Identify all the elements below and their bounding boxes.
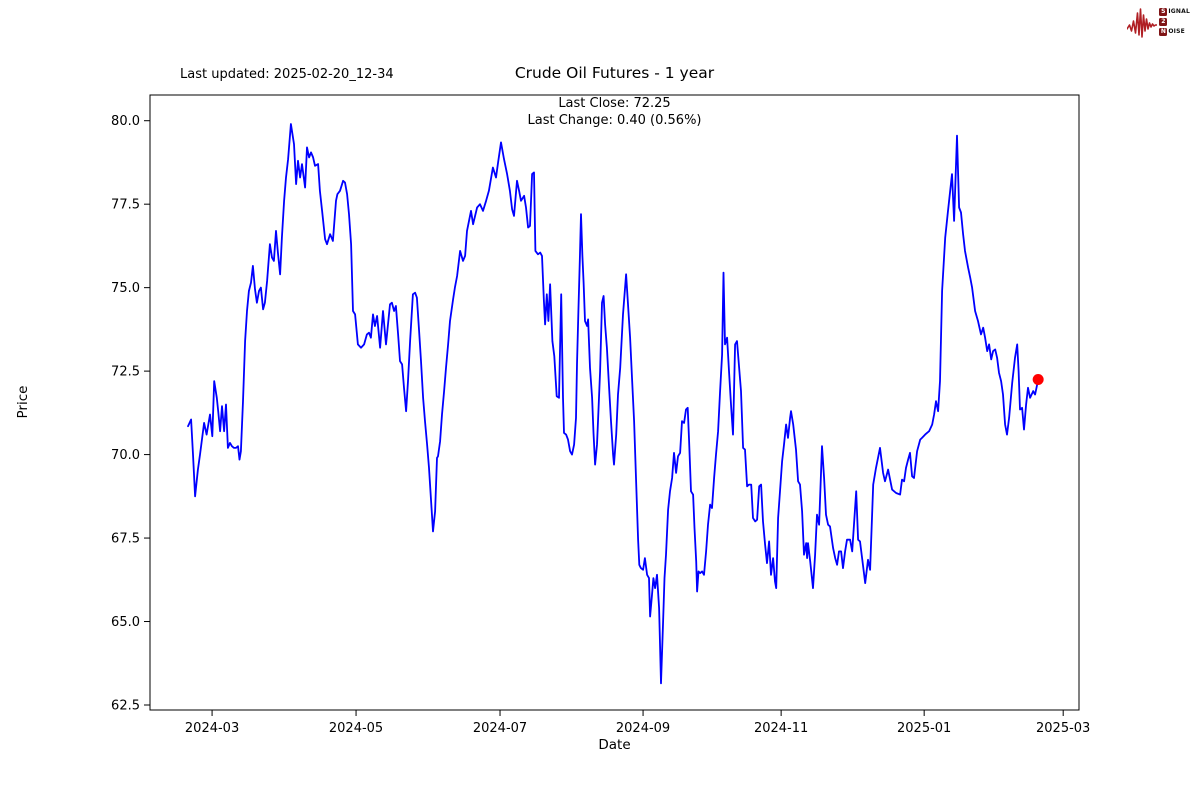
x-tick-label: 2024-05 — [329, 721, 383, 736]
logo-row-2: 2 — [1159, 17, 1190, 27]
x-tick-label: 2025-03 — [1036, 721, 1090, 736]
y-tick-label: 75.0 — [111, 281, 140, 296]
signal2noise-logo: S IGNAL 2 N OISE — [1127, 4, 1190, 40]
last-price-marker — [1032, 373, 1044, 385]
last-change-annotation: Last Change: 0.40 (0.56%) — [527, 113, 702, 128]
x-tick-label: 2024-11 — [754, 721, 808, 736]
x-tick-label: 2024-07 — [473, 721, 527, 736]
logo-row-signal: S IGNAL — [1159, 8, 1190, 16]
y-tick-label: 62.5 — [111, 698, 140, 713]
last-close-annotation: Last Close: 72.25 — [558, 96, 671, 111]
y-tick-label: 72.5 — [111, 365, 140, 380]
x-tick-label: 2025-01 — [897, 721, 951, 736]
y-tick-label: 65.0 — [111, 615, 140, 630]
y-axis-label: Price — [15, 385, 31, 419]
price-line — [187, 123, 1040, 685]
chart-title: Crude Oil Futures - 1 year — [514, 64, 715, 82]
logo-row-noise: N OISE — [1159, 28, 1185, 36]
logo-box-s: S — [1159, 8, 1168, 16]
y-tick-label: 67.5 — [111, 532, 140, 547]
x-axis-label: Date — [598, 737, 631, 753]
y-tick-label: 70.0 — [111, 448, 140, 463]
logo-box-n: N — [1159, 28, 1168, 36]
y-tick-label: 80.0 — [111, 114, 140, 129]
logo-text: S IGNAL 2 N OISE — [1159, 7, 1190, 37]
last-updated-text: Last updated: 2025-02-20_12-34 — [180, 67, 394, 82]
x-tick-label: 2024-03 — [185, 721, 239, 736]
logo-box-2: 2 — [1159, 18, 1168, 26]
plot-border — [149, 94, 1080, 711]
x-tick-label: 2024-09 — [616, 721, 670, 736]
y-tick-label: 77.5 — [111, 198, 140, 213]
waveform-icon — [1127, 8, 1158, 38]
